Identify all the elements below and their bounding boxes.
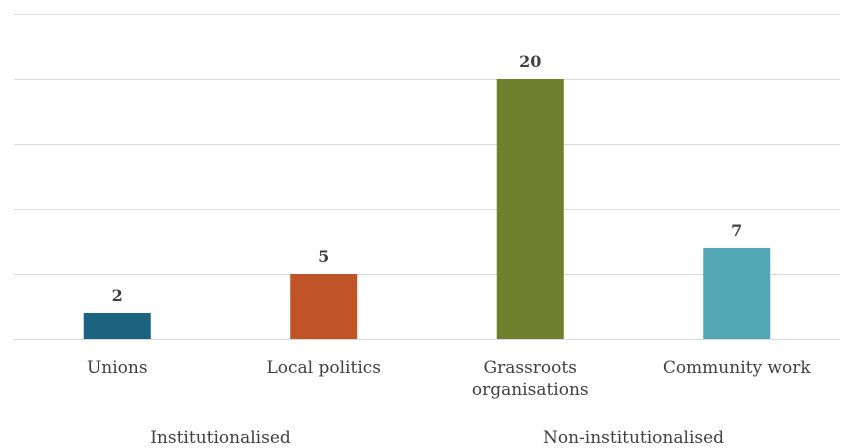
x-tick-label: Local politics <box>266 358 381 378</box>
group-label: Non-institutionalised <box>543 428 724 448</box>
bar <box>290 274 358 339</box>
bar <box>496 79 564 339</box>
group-labels: Institutionalised Non-institutionalised <box>150 428 724 448</box>
x-tick-label: organisations <box>472 380 589 400</box>
data-label: 2 <box>112 286 123 305</box>
x-tick-label: Grassroots <box>484 358 577 378</box>
data-label: 7 <box>731 221 742 240</box>
data-labels: 2 5 20 7 <box>112 52 743 305</box>
bar <box>83 313 151 339</box>
gridlines <box>14 14 840 340</box>
data-label: 20 <box>519 52 541 71</box>
bar <box>703 248 771 339</box>
x-tick-label: Unions <box>87 358 148 378</box>
x-tick-label: Community work <box>663 358 812 378</box>
data-label: 5 <box>318 247 329 266</box>
x-axis-tick-labels: Unions Local politics Grassrootsorganisati… <box>87 358 811 400</box>
group-label: Institutionalised <box>150 428 291 448</box>
bars <box>83 79 771 339</box>
